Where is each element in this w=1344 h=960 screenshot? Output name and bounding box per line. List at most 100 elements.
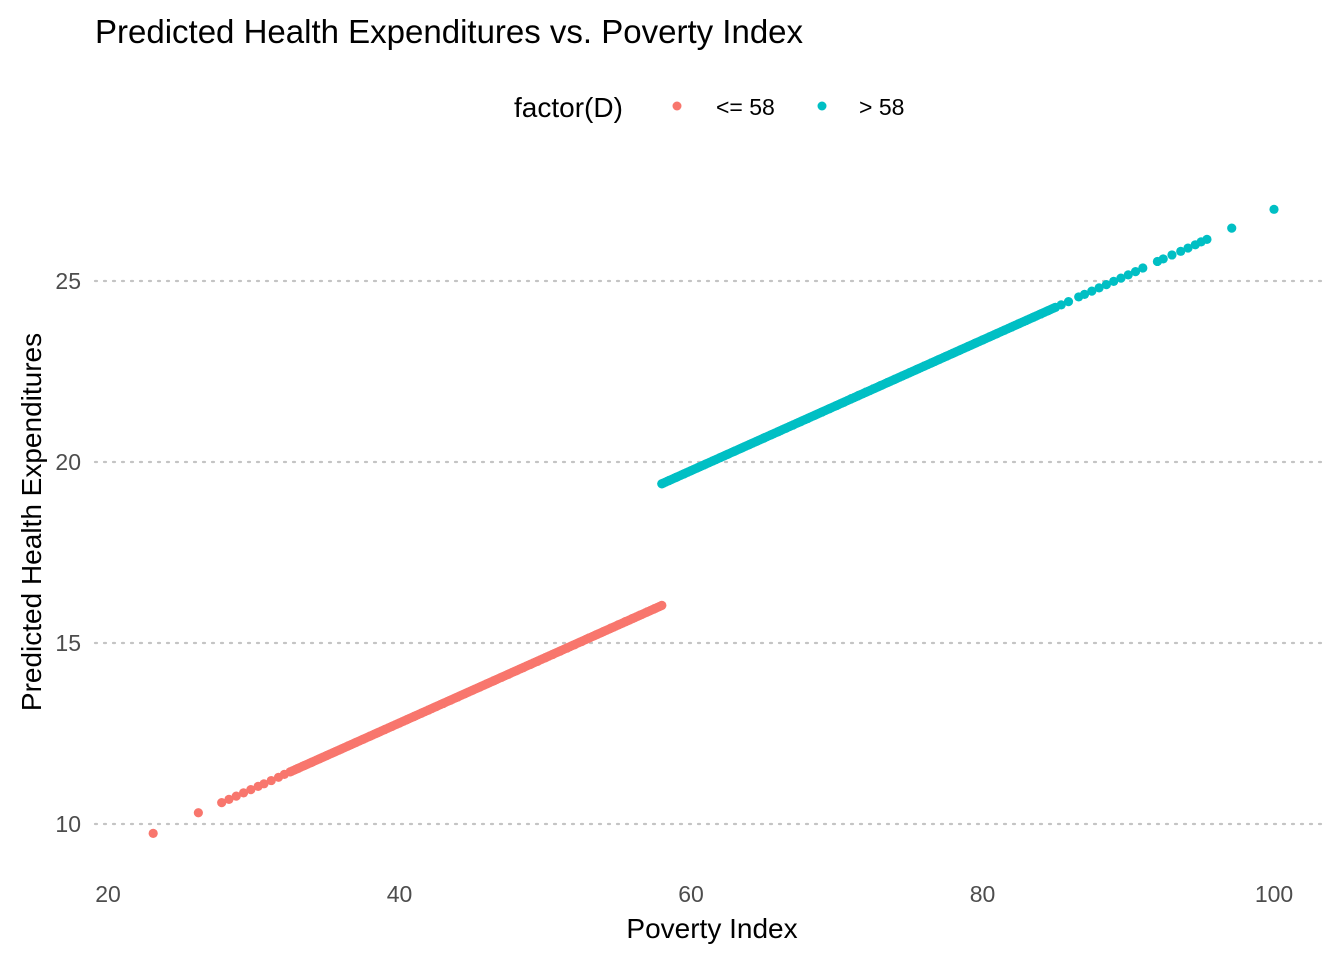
y-tick-label: 10	[55, 811, 81, 837]
point	[475, 682, 485, 692]
gridlines	[93, 279, 1324, 826]
point	[839, 397, 849, 407]
point	[569, 640, 580, 650]
point	[285, 767, 295, 777]
point	[941, 351, 951, 361]
point	[1056, 300, 1066, 310]
x-tick-label: 80	[970, 881, 996, 907]
x-tick-label: 20	[95, 881, 121, 907]
point	[861, 387, 871, 397]
point	[1087, 286, 1097, 296]
point	[387, 721, 397, 731]
y-tick-labels: 10 15 20 25	[55, 268, 81, 837]
point	[300, 760, 310, 770]
point	[322, 750, 332, 761]
point	[1138, 263, 1148, 273]
point	[890, 374, 900, 384]
point	[314, 754, 324, 764]
point	[992, 328, 1002, 339]
point	[693, 462, 703, 473]
point	[238, 788, 249, 798]
point	[773, 426, 784, 437]
point	[1176, 246, 1186, 256]
y-tick-label: 20	[55, 449, 81, 475]
point	[380, 724, 390, 735]
point	[671, 472, 682, 482]
point	[868, 384, 878, 394]
point	[533, 656, 543, 666]
point	[1202, 234, 1212, 244]
point	[511, 666, 521, 676]
point	[467, 685, 477, 696]
legend-key-low	[672, 101, 682, 111]
point	[649, 604, 660, 614]
point	[919, 361, 929, 371]
point	[1094, 283, 1104, 293]
point	[759, 433, 769, 443]
point	[504, 669, 514, 679]
point	[1183, 243, 1193, 253]
point	[715, 453, 725, 463]
point	[788, 420, 798, 430]
point	[1109, 276, 1119, 286]
point	[1007, 322, 1017, 332]
point	[1079, 289, 1090, 299]
point	[547, 649, 558, 660]
point	[956, 345, 966, 355]
point	[686, 466, 696, 476]
point	[999, 325, 1009, 335]
point	[292, 764, 303, 774]
point	[977, 335, 988, 345]
point	[259, 779, 269, 789]
x-tick-label: 60	[678, 881, 704, 907]
point	[1130, 266, 1141, 277]
point	[1028, 312, 1039, 322]
point	[598, 626, 609, 637]
point	[642, 607, 652, 617]
legend: factor(D) <= 58 > 58	[514, 92, 904, 123]
point	[307, 757, 317, 767]
point	[424, 705, 434, 715]
data-points	[148, 204, 1279, 839]
point	[1063, 297, 1074, 307]
point	[905, 367, 915, 378]
point	[934, 354, 944, 365]
point	[1158, 254, 1168, 264]
point	[445, 695, 456, 705]
point	[460, 689, 470, 699]
point	[795, 417, 805, 427]
legend-key-high	[817, 101, 827, 111]
point	[635, 610, 645, 620]
point	[1123, 270, 1133, 280]
y-tick-label: 15	[55, 630, 81, 656]
point	[365, 731, 375, 741]
point	[351, 737, 361, 748]
point	[722, 449, 733, 459]
point	[489, 676, 499, 686]
point	[217, 798, 227, 808]
point	[373, 728, 383, 738]
point	[358, 734, 368, 744]
series-high	[657, 204, 1279, 489]
x-axis-title: Poverty Index	[626, 913, 797, 944]
point	[846, 394, 856, 404]
point	[1036, 309, 1046, 319]
point	[343, 741, 354, 751]
point	[985, 332, 995, 342]
point	[562, 643, 572, 653]
point	[1227, 223, 1237, 233]
point	[266, 775, 276, 786]
point	[438, 698, 448, 709]
point	[657, 479, 667, 489]
point	[1101, 280, 1111, 290]
legend-label-low: <= 58	[716, 94, 775, 120]
point	[803, 413, 813, 424]
point	[518, 663, 528, 673]
legend-title: factor(D)	[514, 92, 623, 123]
point	[1269, 204, 1279, 214]
point	[1021, 315, 1031, 326]
point	[584, 633, 594, 643]
point	[540, 653, 550, 663]
point	[679, 469, 689, 479]
point	[496, 672, 507, 682]
